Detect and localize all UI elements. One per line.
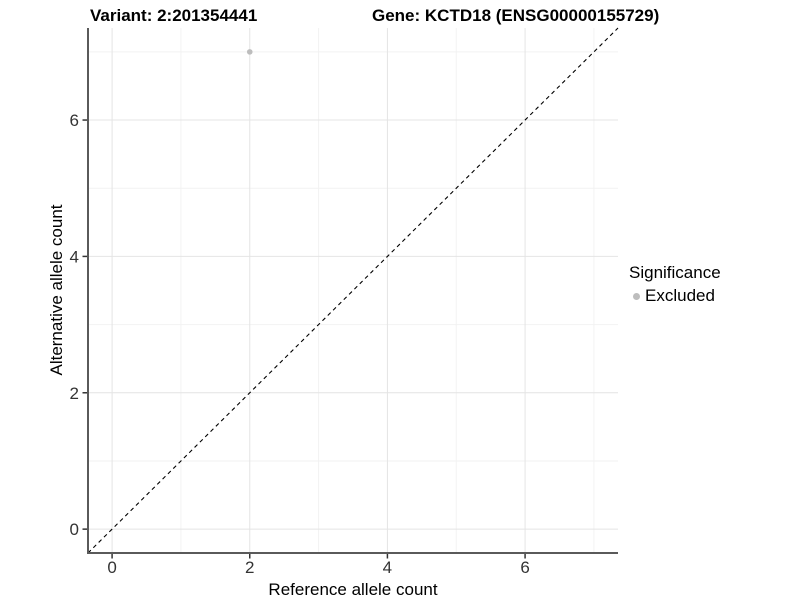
x-tick-label: 6 bbox=[520, 558, 529, 577]
excluded-point-swatch bbox=[633, 292, 640, 300]
identity-line bbox=[87, 27, 619, 554]
legend-title: Significance bbox=[629, 263, 721, 282]
y-tick-label: 6 bbox=[70, 111, 79, 130]
data-point bbox=[246, 49, 253, 55]
legend-item-label: Excluded bbox=[645, 286, 715, 305]
plot-title-gene: Gene: KCTD18 (ENSG00000155729) bbox=[372, 6, 660, 25]
legend: Significance Excluded bbox=[629, 263, 721, 306]
y-tick-label: 0 bbox=[70, 520, 79, 539]
x-tick-label: 2 bbox=[245, 558, 254, 577]
plot-title-variant: Variant: 2:201354441 bbox=[90, 6, 258, 25]
x-tick-label: 4 bbox=[383, 558, 392, 577]
x-axis-label: Reference allele count bbox=[268, 580, 438, 599]
y-axis-label: Alternative allele count bbox=[47, 204, 66, 376]
y-tick-label: 4 bbox=[70, 247, 79, 266]
y-tick-label: 2 bbox=[70, 384, 79, 403]
legend-item-excluded: Excluded bbox=[629, 286, 721, 306]
x-tick-label: 0 bbox=[107, 558, 116, 577]
